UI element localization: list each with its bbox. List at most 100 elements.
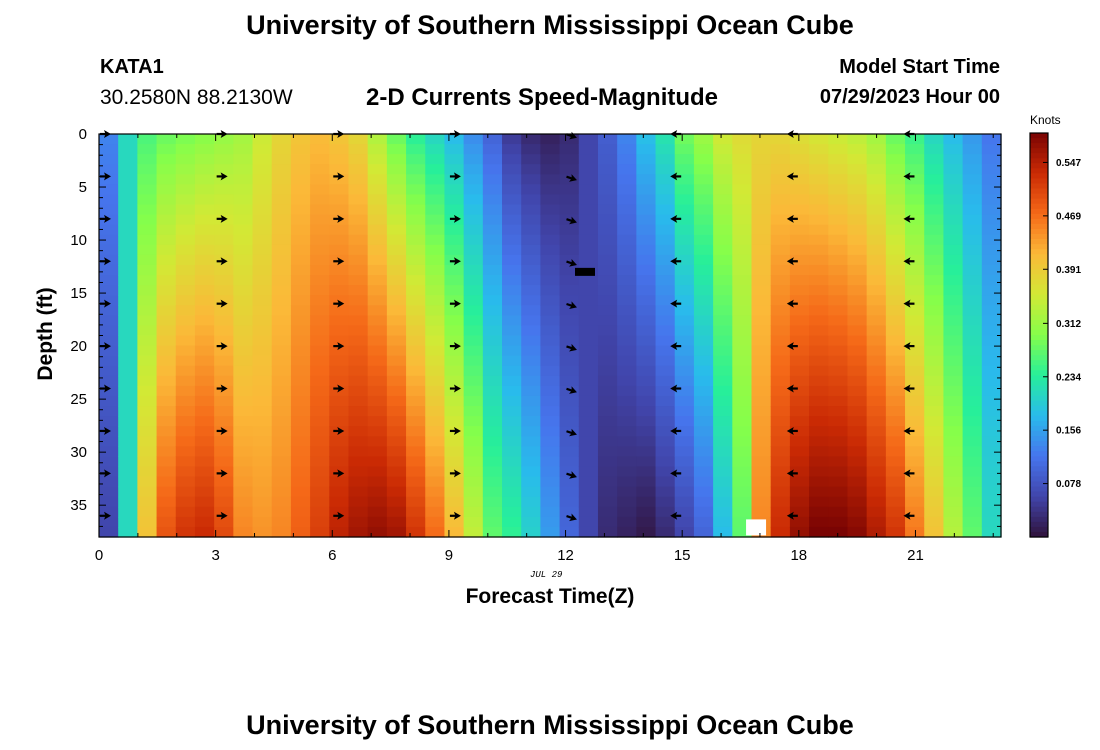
colorbar-segment: [1030, 511, 1048, 518]
heatmap-cell: [271, 214, 292, 226]
heatmap-cell: [252, 134, 273, 145]
heatmap-cell: [521, 275, 542, 286]
heatmap-cell: [866, 224, 887, 236]
heatmap-cell: [406, 406, 426, 417]
heatmap-cell: [194, 134, 215, 145]
heatmap-cell: [559, 466, 580, 478]
heatmap-cell: [713, 285, 733, 296]
x-tick-label: 6: [328, 547, 336, 564]
heatmap-cell: [885, 506, 906, 518]
heatmap-cell: [348, 416, 369, 427]
heatmap-cell: [463, 315, 484, 327]
heatmap-cell: [693, 456, 714, 468]
heatmap-cell: [559, 224, 580, 236]
heatmap-cell: [655, 174, 676, 185]
heatmap-cell: [194, 264, 215, 276]
heatmap-cell: [233, 436, 254, 447]
heatmap-cell: [559, 446, 580, 457]
heatmap-cell: [770, 466, 791, 478]
heatmap-cell: [943, 184, 964, 196]
heatmap-cell: [348, 184, 369, 196]
current-arrow-head: [453, 299, 461, 308]
heatmap-cell: [156, 204, 177, 216]
heatmap-cell: [981, 406, 1002, 417]
heatmap-cell: [348, 375, 369, 387]
heatmap-cell: [751, 234, 772, 246]
heatmap-cell: [214, 134, 234, 145]
heatmap-cell: [194, 416, 215, 427]
heatmap-cell: [425, 224, 446, 236]
heatmap-cell: [789, 305, 810, 316]
heatmap-cell: [425, 264, 446, 276]
heatmap-cell: [444, 184, 465, 196]
heatmap-cell: [99, 335, 119, 347]
heatmap-cell: [617, 224, 637, 236]
heatmap-cell: [502, 506, 522, 518]
heatmap-cell: [636, 395, 657, 407]
heatmap-cell: [271, 365, 292, 377]
heatmap-cell: [962, 214, 983, 226]
heatmap-cell: [329, 416, 350, 427]
heatmap-cell: [713, 214, 733, 226]
heatmap-cell: [751, 466, 772, 478]
heatmap-cell: [789, 446, 810, 457]
heatmap-cell: [99, 174, 119, 185]
heatmap-cell: [233, 234, 254, 246]
heatmap-cell: [482, 375, 503, 387]
heatmap-cell: [425, 375, 446, 387]
heatmap-cell: [981, 164, 1002, 175]
heatmap-cell: [329, 194, 350, 206]
heatmap-cell: [905, 436, 925, 447]
heatmap-cell: [463, 456, 484, 468]
heatmap-cell: [943, 335, 964, 347]
heatmap-cell: [617, 204, 637, 216]
heatmap-cell: [137, 234, 158, 246]
heatmap-cell: [540, 516, 561, 528]
heatmap-cell: [885, 345, 906, 357]
heatmap-cell: [597, 496, 618, 508]
heatmap-cell: [943, 416, 964, 427]
heatmap-cell: [214, 496, 234, 508]
heatmap-cell: [99, 164, 119, 175]
heatmap-cell: [905, 426, 925, 437]
heatmap-cell: [597, 426, 618, 437]
heatmap-cell: [617, 385, 637, 397]
current-arrow: [566, 216, 577, 225]
heatmap-cell: [271, 426, 292, 437]
current-arrow-head: [337, 426, 345, 435]
heatmap-cell: [885, 516, 906, 528]
heatmap-cell: [636, 315, 657, 327]
heatmap-cell: [118, 486, 138, 498]
heatmap-cell: [597, 164, 618, 175]
heatmap-cell: [674, 144, 695, 155]
heatmap-cell: [751, 355, 772, 367]
heatmap-cell: [905, 194, 925, 206]
colorbar-segment: [1030, 486, 1048, 493]
heatmap-cell: [194, 335, 215, 347]
heatmap-cell: [137, 516, 158, 528]
heatmap-cell: [137, 224, 158, 236]
heatmap-cell: [847, 134, 868, 145]
heatmap-cell: [99, 305, 119, 316]
heatmap-cell: [502, 275, 522, 286]
heatmap-cell: [732, 375, 753, 387]
heatmap-cell: [214, 516, 234, 528]
heatmap-cell: [386, 214, 407, 226]
heatmap-cell: [828, 416, 849, 427]
heatmap-cell: [732, 224, 753, 236]
heatmap-cell: [271, 446, 292, 457]
heatmap-cell: [713, 355, 733, 367]
current-arrow: [786, 469, 798, 478]
heatmap-cell: [406, 275, 426, 286]
heatmap-cell: [290, 305, 311, 316]
heatmap-cell: [137, 315, 158, 327]
heatmap-cell: [540, 406, 561, 417]
heatmap-cell: [751, 325, 772, 337]
heatmap-cell: [502, 204, 522, 216]
current-arrow-head: [903, 384, 911, 393]
heatmap-cell: [578, 516, 599, 528]
heatmap-cell: [905, 174, 925, 185]
heatmap-cell: [521, 345, 542, 357]
heatmap-cell: [674, 476, 695, 488]
heatmap-cell: [809, 496, 829, 508]
